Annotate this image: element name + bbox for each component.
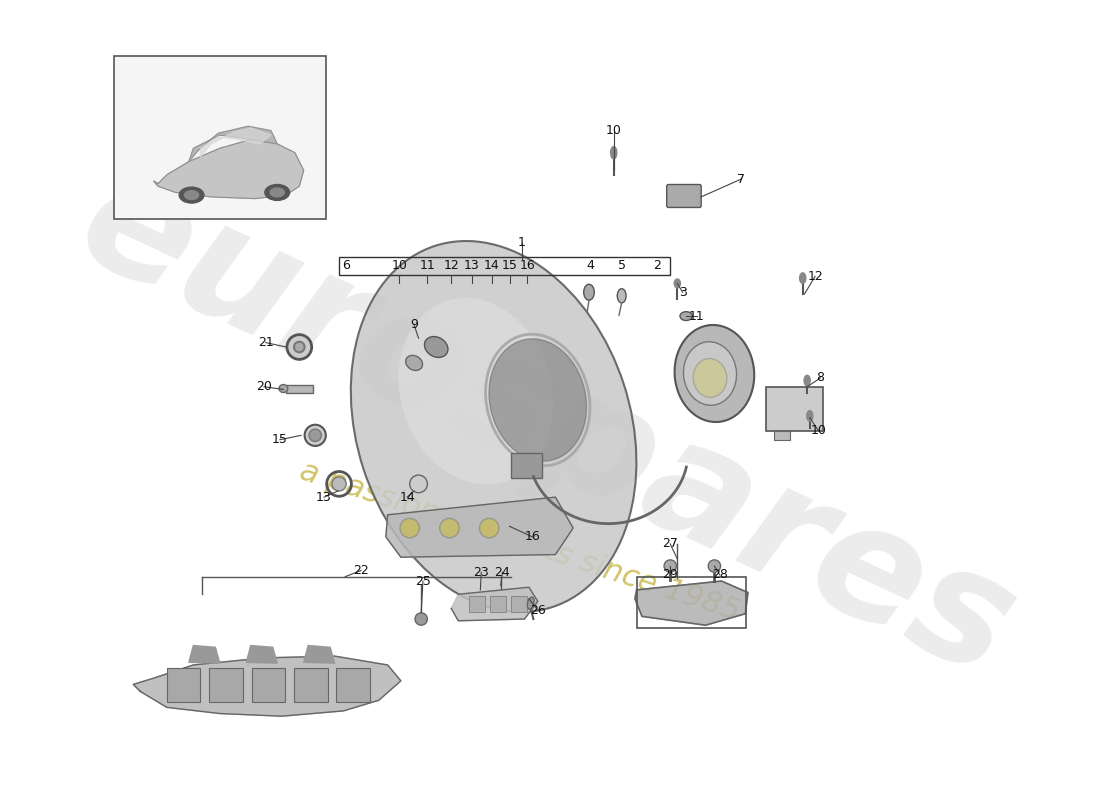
- Circle shape: [415, 613, 428, 626]
- Ellipse shape: [674, 279, 681, 288]
- Bar: [113, 55, 326, 219]
- Text: 13: 13: [464, 259, 480, 272]
- Text: 29: 29: [662, 568, 678, 582]
- Circle shape: [409, 475, 428, 493]
- Ellipse shape: [400, 518, 419, 538]
- Text: 23: 23: [473, 566, 490, 578]
- Ellipse shape: [674, 325, 755, 422]
- Text: 9: 9: [410, 318, 418, 331]
- Ellipse shape: [332, 477, 346, 491]
- Text: 11: 11: [419, 259, 436, 272]
- Ellipse shape: [490, 339, 586, 461]
- Text: eurospares: eurospares: [56, 143, 1037, 710]
- Ellipse shape: [351, 241, 637, 612]
- Bar: [774, 431, 791, 440]
- Ellipse shape: [610, 146, 617, 159]
- Ellipse shape: [294, 342, 305, 352]
- Text: 28: 28: [712, 568, 727, 582]
- Text: 14: 14: [484, 259, 499, 272]
- Text: 11: 11: [689, 310, 705, 322]
- Text: 16: 16: [519, 259, 535, 272]
- Polygon shape: [154, 139, 304, 198]
- Bar: [286, 385, 312, 393]
- Text: 10: 10: [392, 259, 407, 272]
- Ellipse shape: [425, 337, 448, 358]
- Polygon shape: [386, 497, 573, 558]
- Ellipse shape: [584, 284, 594, 300]
- Text: 26: 26: [530, 604, 546, 617]
- Text: 25: 25: [415, 574, 431, 587]
- Text: 24: 24: [495, 566, 510, 578]
- Ellipse shape: [680, 312, 692, 321]
- Text: 1: 1: [518, 236, 526, 250]
- Ellipse shape: [804, 375, 811, 386]
- Ellipse shape: [693, 358, 727, 398]
- Text: 20: 20: [256, 380, 272, 394]
- Polygon shape: [189, 126, 277, 162]
- Ellipse shape: [398, 298, 553, 485]
- Bar: [637, 577, 746, 628]
- Text: 22: 22: [353, 564, 369, 577]
- Circle shape: [708, 560, 720, 572]
- Bar: [209, 669, 243, 702]
- Polygon shape: [200, 128, 271, 157]
- Ellipse shape: [800, 273, 806, 283]
- Bar: [512, 596, 527, 612]
- Text: 8: 8: [816, 371, 824, 385]
- Ellipse shape: [617, 289, 626, 303]
- Ellipse shape: [279, 385, 288, 393]
- Ellipse shape: [683, 342, 737, 406]
- Bar: [339, 257, 670, 274]
- Text: 10: 10: [811, 425, 826, 438]
- Ellipse shape: [185, 190, 199, 199]
- Text: 15: 15: [272, 434, 288, 446]
- Ellipse shape: [287, 334, 311, 359]
- Bar: [469, 596, 485, 612]
- Text: 5: 5: [618, 259, 626, 272]
- Ellipse shape: [406, 355, 422, 370]
- Text: 2: 2: [653, 259, 661, 272]
- Polygon shape: [451, 587, 538, 621]
- Text: 7: 7: [737, 173, 745, 186]
- Bar: [337, 669, 370, 702]
- Polygon shape: [304, 646, 334, 663]
- Ellipse shape: [271, 188, 284, 197]
- Text: 12: 12: [443, 259, 459, 272]
- Ellipse shape: [265, 185, 289, 200]
- Text: 6: 6: [342, 259, 350, 272]
- Polygon shape: [189, 646, 220, 663]
- Ellipse shape: [480, 518, 499, 538]
- FancyBboxPatch shape: [667, 185, 701, 207]
- Ellipse shape: [527, 597, 535, 609]
- Text: a passion for parts since 1985: a passion for parts since 1985: [296, 456, 744, 626]
- Text: 13: 13: [316, 490, 332, 504]
- Ellipse shape: [806, 410, 813, 421]
- Bar: [167, 669, 200, 702]
- Bar: [512, 453, 542, 478]
- Bar: [766, 386, 823, 431]
- Bar: [491, 596, 506, 612]
- Text: 4: 4: [586, 259, 595, 272]
- Text: 21: 21: [257, 336, 274, 349]
- Text: 14: 14: [399, 490, 415, 504]
- Ellipse shape: [305, 425, 326, 446]
- Polygon shape: [635, 581, 748, 626]
- Ellipse shape: [309, 429, 321, 442]
- Circle shape: [664, 560, 676, 572]
- Text: 16: 16: [525, 530, 540, 543]
- Text: 3: 3: [679, 286, 686, 298]
- Bar: [294, 669, 328, 702]
- Text: 10: 10: [606, 124, 621, 137]
- Text: 12: 12: [807, 270, 823, 283]
- Text: 27: 27: [662, 538, 679, 550]
- Polygon shape: [246, 646, 277, 663]
- Ellipse shape: [440, 518, 459, 538]
- Bar: [252, 669, 285, 702]
- Polygon shape: [133, 656, 400, 716]
- Ellipse shape: [179, 187, 204, 203]
- Text: 15: 15: [502, 259, 517, 272]
